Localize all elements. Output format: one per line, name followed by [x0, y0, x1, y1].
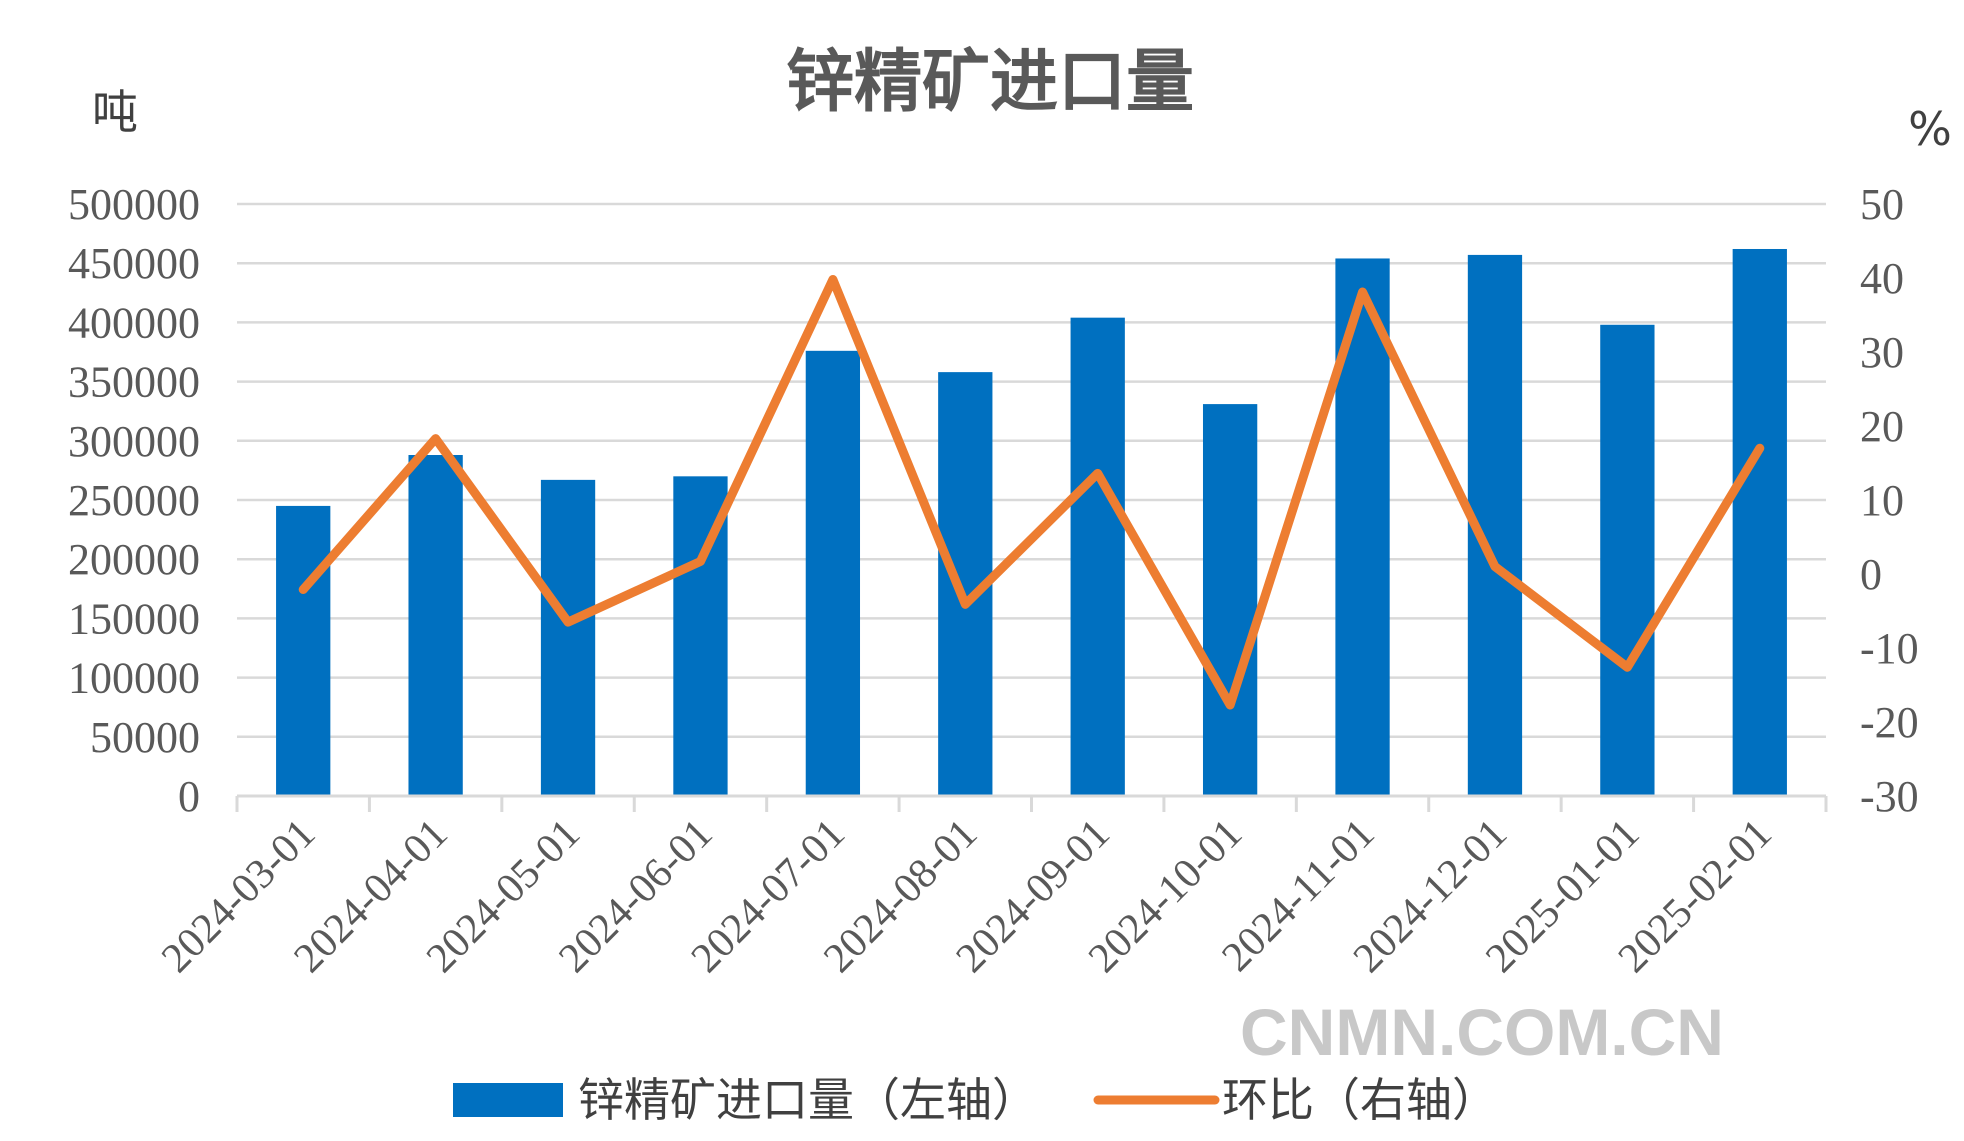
- bar: [408, 455, 463, 796]
- legend-label-line: 环比（右轴）: [1222, 1073, 1498, 1127]
- left-tick-label: 150000: [68, 594, 200, 643]
- line-point: [301, 587, 306, 592]
- bar: [805, 350, 861, 796]
- gridlines: [237, 202, 1826, 739]
- right-tick-label: -30: [1860, 772, 1919, 821]
- legend-swatch-bar: [453, 1083, 563, 1117]
- right-tick-label: 40: [1860, 254, 1904, 303]
- bar: [1732, 248, 1787, 796]
- line-series: [298, 274, 1765, 710]
- line-point: [698, 559, 703, 564]
- left-tick-label: 250000: [68, 476, 200, 525]
- left-axis-unit: 吨: [92, 85, 138, 139]
- line-point: [1625, 665, 1630, 670]
- right-axis-unit: %: [1908, 102, 1952, 156]
- chart-title: 锌精矿进口量: [786, 42, 1194, 122]
- bar-series: [276, 248, 1787, 797]
- line-point: [566, 620, 571, 625]
- line-point: [963, 602, 968, 607]
- left-tick-label: 400000: [68, 298, 200, 347]
- left-tick-label: 200000: [68, 535, 200, 584]
- left-tick-label: 350000: [68, 358, 200, 407]
- bar: [1600, 324, 1655, 796]
- left-tick-label: 300000: [68, 417, 200, 466]
- right-tick-label: 0: [1860, 550, 1882, 599]
- right-tick-label: 20: [1860, 402, 1904, 451]
- left-tick-label: 450000: [68, 239, 200, 288]
- left-tick-label: 500000: [68, 180, 200, 229]
- bar: [276, 505, 331, 796]
- line-point: [1757, 446, 1762, 451]
- line-point: [830, 277, 835, 282]
- line-point: [1492, 564, 1497, 569]
- watermark: CNMN.COM.CN: [1240, 995, 1724, 1069]
- bar: [540, 479, 596, 796]
- right-tick-label: -10: [1860, 624, 1919, 673]
- line-point: [1095, 471, 1100, 476]
- bar: [1202, 404, 1258, 796]
- legend: 锌精矿进口量（左轴） 环比（右轴）: [453, 1073, 1498, 1127]
- right-tick-label: 50: [1860, 180, 1904, 229]
- line-path: [298, 274, 1765, 710]
- line-point: [1228, 702, 1233, 707]
- right-tick-label: -20: [1860, 698, 1919, 747]
- line-point: [433, 436, 438, 441]
- right-tick-label: 10: [1860, 476, 1904, 525]
- left-tick-label: 100000: [68, 654, 200, 703]
- left-tick-label: 0: [178, 772, 200, 821]
- bar: [1070, 317, 1125, 796]
- right-tick-label: 30: [1860, 328, 1904, 377]
- line-point: [1360, 290, 1365, 295]
- legend-label-bar: 锌精矿进口量（左轴）: [578, 1073, 1038, 1127]
- left-tick-label: 50000: [90, 713, 200, 762]
